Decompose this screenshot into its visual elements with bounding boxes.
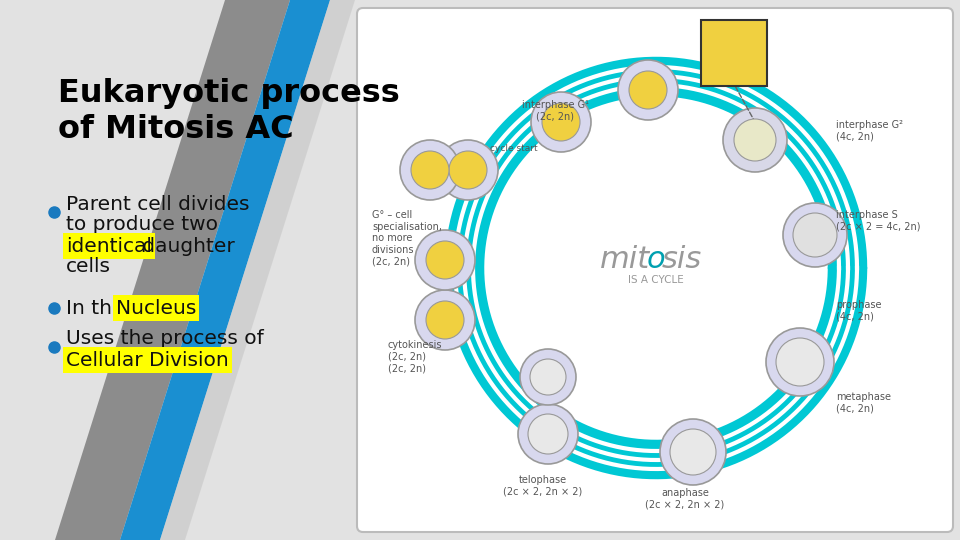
Text: interphase S
(2c × 2 = 4c, 2n): interphase S (2c × 2 = 4c, 2n) xyxy=(836,210,921,232)
Circle shape xyxy=(618,60,678,120)
Circle shape xyxy=(530,359,566,395)
Text: G° – cell
specialisation,
no more
divisions
(2c, 2n): G° – cell specialisation, no more divisi… xyxy=(372,210,442,266)
FancyBboxPatch shape xyxy=(701,20,767,86)
Circle shape xyxy=(660,419,726,485)
Text: mit: mit xyxy=(600,246,650,274)
Text: Parent cell divides: Parent cell divides xyxy=(66,194,250,213)
Polygon shape xyxy=(160,0,355,540)
Text: prophase
(4c, 2n): prophase (4c, 2n) xyxy=(836,300,881,322)
FancyBboxPatch shape xyxy=(357,8,953,532)
Text: Cellular Division: Cellular Division xyxy=(66,350,228,369)
Circle shape xyxy=(415,290,475,350)
Text: cycle start: cycle start xyxy=(490,144,538,153)
Circle shape xyxy=(518,404,578,464)
Text: Eukaryotic process
of Mitosis AC: Eukaryotic process of Mitosis AC xyxy=(58,78,399,145)
Polygon shape xyxy=(120,0,330,540)
Text: IS A CYCLE: IS A CYCLE xyxy=(628,275,684,285)
Circle shape xyxy=(766,328,834,396)
Circle shape xyxy=(449,151,487,189)
Circle shape xyxy=(438,140,498,200)
Text: metaphase
(4c, 2n): metaphase (4c, 2n) xyxy=(836,392,891,414)
Circle shape xyxy=(415,230,475,290)
Text: Nucleus: Nucleus xyxy=(116,299,197,318)
Circle shape xyxy=(531,92,591,152)
Text: identical: identical xyxy=(66,237,152,255)
Text: Uses the process of: Uses the process of xyxy=(66,329,264,348)
Circle shape xyxy=(520,349,576,405)
Circle shape xyxy=(426,241,464,279)
Text: cells: cells xyxy=(66,258,111,276)
Circle shape xyxy=(542,103,580,141)
Circle shape xyxy=(776,338,824,386)
Circle shape xyxy=(426,301,464,339)
Circle shape xyxy=(734,119,776,161)
Circle shape xyxy=(670,429,716,475)
Circle shape xyxy=(411,151,449,189)
Text: o: o xyxy=(647,246,665,274)
Circle shape xyxy=(783,203,847,267)
Text: daughter: daughter xyxy=(136,237,235,255)
Circle shape xyxy=(629,71,667,109)
Circle shape xyxy=(793,213,837,257)
Text: sis: sis xyxy=(662,246,703,274)
Circle shape xyxy=(400,140,460,200)
Text: In the: In the xyxy=(66,299,131,318)
Text: to produce two: to produce two xyxy=(66,215,218,234)
Text: interphase G²
(4c, 2n): interphase G² (4c, 2n) xyxy=(836,120,903,141)
Text: anaphase
(2c × 2, 2n × 2): anaphase (2c × 2, 2n × 2) xyxy=(645,488,725,510)
Circle shape xyxy=(723,108,787,172)
Polygon shape xyxy=(55,0,290,540)
Text: cytokinesis
(2c, 2n)
(2c, 2n): cytokinesis (2c, 2n) (2c, 2n) xyxy=(388,340,443,373)
Text: telophase
(2c × 2, 2n × 2): telophase (2c × 2, 2n × 2) xyxy=(503,475,583,497)
Circle shape xyxy=(528,414,568,454)
Text: interphase G¹
(2c, 2n): interphase G¹ (2c, 2n) xyxy=(521,100,588,122)
